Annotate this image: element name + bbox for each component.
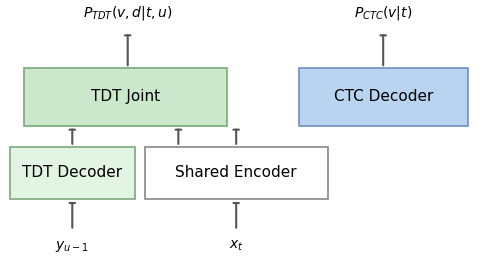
Text: $P_{CTC}(v|t)$: $P_{CTC}(v|t)$ bbox=[354, 4, 412, 22]
Text: Shared Encoder: Shared Encoder bbox=[175, 165, 297, 181]
FancyBboxPatch shape bbox=[24, 68, 227, 126]
Text: $x_{t}$: $x_{t}$ bbox=[229, 239, 243, 253]
FancyBboxPatch shape bbox=[299, 68, 468, 126]
FancyBboxPatch shape bbox=[10, 147, 135, 199]
Text: TDT Joint: TDT Joint bbox=[91, 89, 160, 105]
FancyBboxPatch shape bbox=[145, 147, 328, 199]
Text: $P_{TDT}(v,d|t, u)$: $P_{TDT}(v,d|t, u)$ bbox=[83, 4, 173, 22]
Text: CTC Decoder: CTC Decoder bbox=[334, 89, 433, 105]
Text: $y_{u-1}$: $y_{u-1}$ bbox=[55, 239, 89, 254]
Text: TDT Decoder: TDT Decoder bbox=[22, 165, 122, 181]
